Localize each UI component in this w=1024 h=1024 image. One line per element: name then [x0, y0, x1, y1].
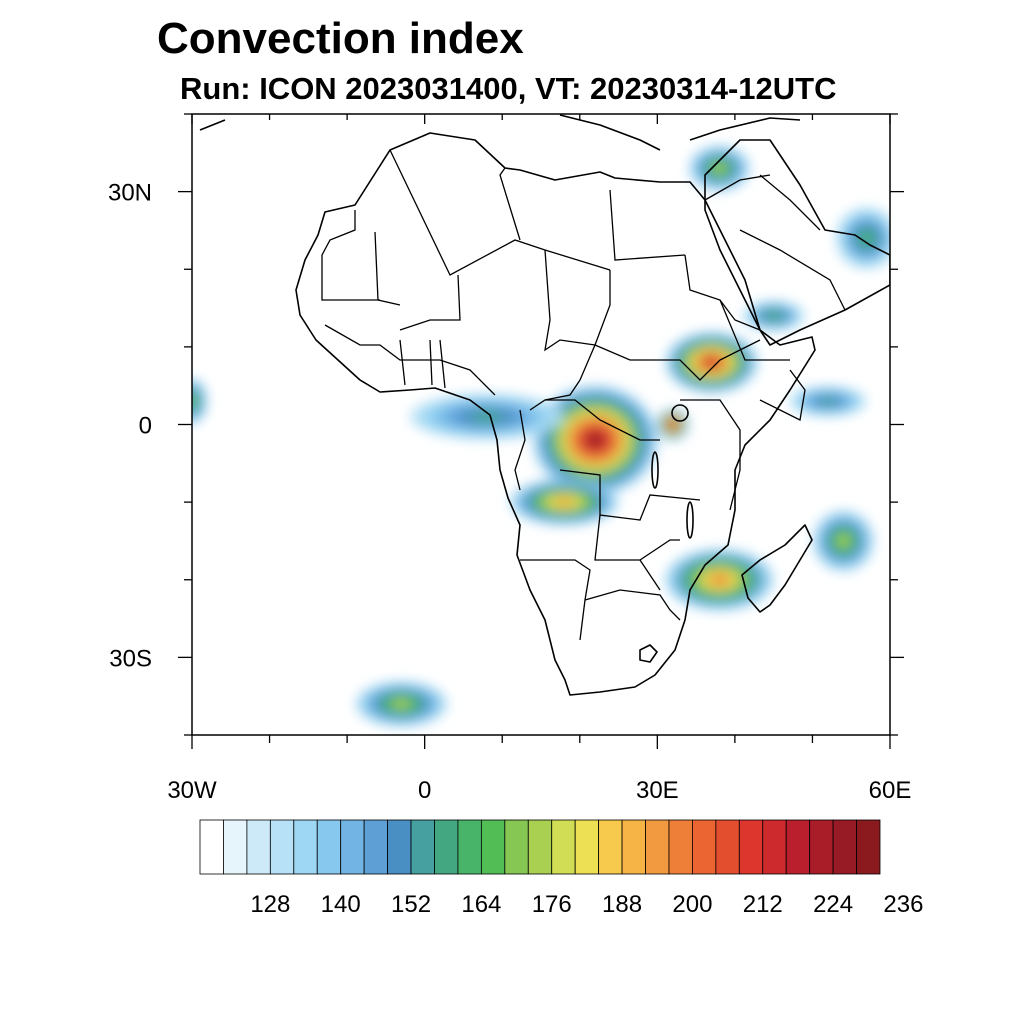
field-contour	[839, 537, 848, 545]
field-contour	[862, 234, 871, 243]
colorbar-tick-label: 176	[532, 891, 572, 918]
colorbar-swatch	[434, 819, 459, 875]
colorbar-tick-label: 188	[602, 891, 642, 918]
field-contour	[712, 575, 727, 584]
region-gulf-of-guinea	[409, 393, 565, 441]
y-tick-label: 30S	[109, 645, 152, 672]
region-red-sea-north	[688, 145, 751, 192]
colorbar-swatch	[363, 819, 388, 875]
field-layer	[192, 145, 890, 728]
field-contour	[557, 499, 572, 506]
map-title: Convection index	[157, 14, 524, 63]
y-tick-label: 0	[139, 413, 152, 440]
colorbar-tick-label: 164	[461, 891, 501, 918]
colorbar-tick-label: 128	[250, 891, 290, 918]
region-south-atlantic-trough	[354, 680, 448, 728]
colorbar-swatch	[692, 819, 717, 875]
region-atlantic-west	[192, 377, 208, 425]
lake-victoria	[671, 404, 689, 422]
lake-malawi	[686, 501, 694, 539]
y-tick-label: 30N	[108, 180, 152, 207]
colorbar-tick-label: 224	[813, 891, 853, 918]
colorbar-swatch	[762, 819, 787, 875]
region-congo-basin	[533, 385, 658, 495]
colorbar-swatch	[293, 819, 318, 875]
colorbar-swatch	[715, 819, 740, 875]
region-mozambique-channel	[665, 548, 774, 611]
field-contour	[477, 413, 497, 420]
colorbar-swatch	[527, 819, 553, 875]
colorbar-swatch	[551, 819, 576, 875]
field-contour	[670, 422, 675, 427]
colorbar-swatch	[598, 819, 623, 875]
field-contour	[715, 165, 724, 172]
axis-ticks	[178, 113, 904, 749]
x-tick-label: 30E	[636, 777, 679, 804]
lake-tanganyika	[651, 451, 659, 489]
colorbar-swatch	[457, 819, 482, 875]
colorbar-swatch	[645, 819, 670, 875]
colorbar-tick-label: 236	[883, 891, 923, 918]
arabia-coastline	[704, 139, 890, 346]
colorbar-swatch	[269, 819, 295, 875]
region-ethiopian-highlands	[665, 331, 759, 394]
colorbar-tick-label: 212	[743, 891, 783, 918]
colorbar-swatch	[340, 819, 365, 875]
region-arabian-sea	[835, 207, 890, 270]
colorbar-tick-label: 152	[391, 891, 431, 918]
colorbar	[199, 819, 881, 875]
colorbar-swatch	[832, 819, 857, 875]
europe-coastline	[199, 114, 801, 151]
field-contour	[823, 399, 833, 404]
field-contour	[705, 358, 718, 367]
colorbar-swatch	[223, 819, 248, 875]
x-tick-label: 60E	[869, 777, 912, 804]
country-borders	[321, 149, 846, 641]
region-somali-sea	[789, 385, 867, 417]
colorbar-swatch	[621, 819, 646, 875]
colorbar-swatch	[199, 819, 224, 875]
colorbar-swatch	[246, 819, 271, 875]
colorbar-labels: 128 140 152 164 176 188 200 212 224 236	[250, 891, 923, 918]
map-subtitle: Run: ICON 2023031400, VT: 20230314-12UTC	[180, 71, 837, 106]
colorbar-swatch	[738, 819, 764, 875]
colorbar-swatch	[504, 819, 529, 875]
colorbar-tick-label: 200	[672, 891, 712, 918]
x-tick-label: 30W	[167, 777, 217, 804]
colorbar-swatch	[785, 819, 811, 875]
colorbar-swatch	[480, 819, 506, 875]
lesotho-border	[639, 644, 658, 663]
colorbar-swatch	[574, 819, 600, 875]
colorbar-swatch	[856, 819, 881, 875]
field-contour	[587, 433, 604, 447]
x-tick-label: 0	[418, 777, 431, 804]
africa-coastline	[295, 132, 816, 696]
coastlines-and-borders	[199, 114, 890, 696]
colorbar-swatch	[668, 819, 693, 875]
colorbar-swatch	[809, 819, 834, 875]
field-contour	[769, 313, 778, 318]
colorbar-tick-label: 140	[321, 891, 361, 918]
field-contour	[395, 701, 408, 707]
region-madagascar-east	[812, 509, 875, 572]
region-lake-victoria	[657, 408, 689, 441]
colorbar-swatch	[316, 819, 342, 875]
madagascar-coastline	[741, 524, 813, 613]
region-zambia-angola	[509, 478, 619, 526]
colorbar-swatch	[410, 819, 435, 875]
colorbar-swatch	[387, 819, 412, 875]
axis-tick-labels: 30W 0 30E 60E 30N 0 30S	[108, 180, 911, 804]
